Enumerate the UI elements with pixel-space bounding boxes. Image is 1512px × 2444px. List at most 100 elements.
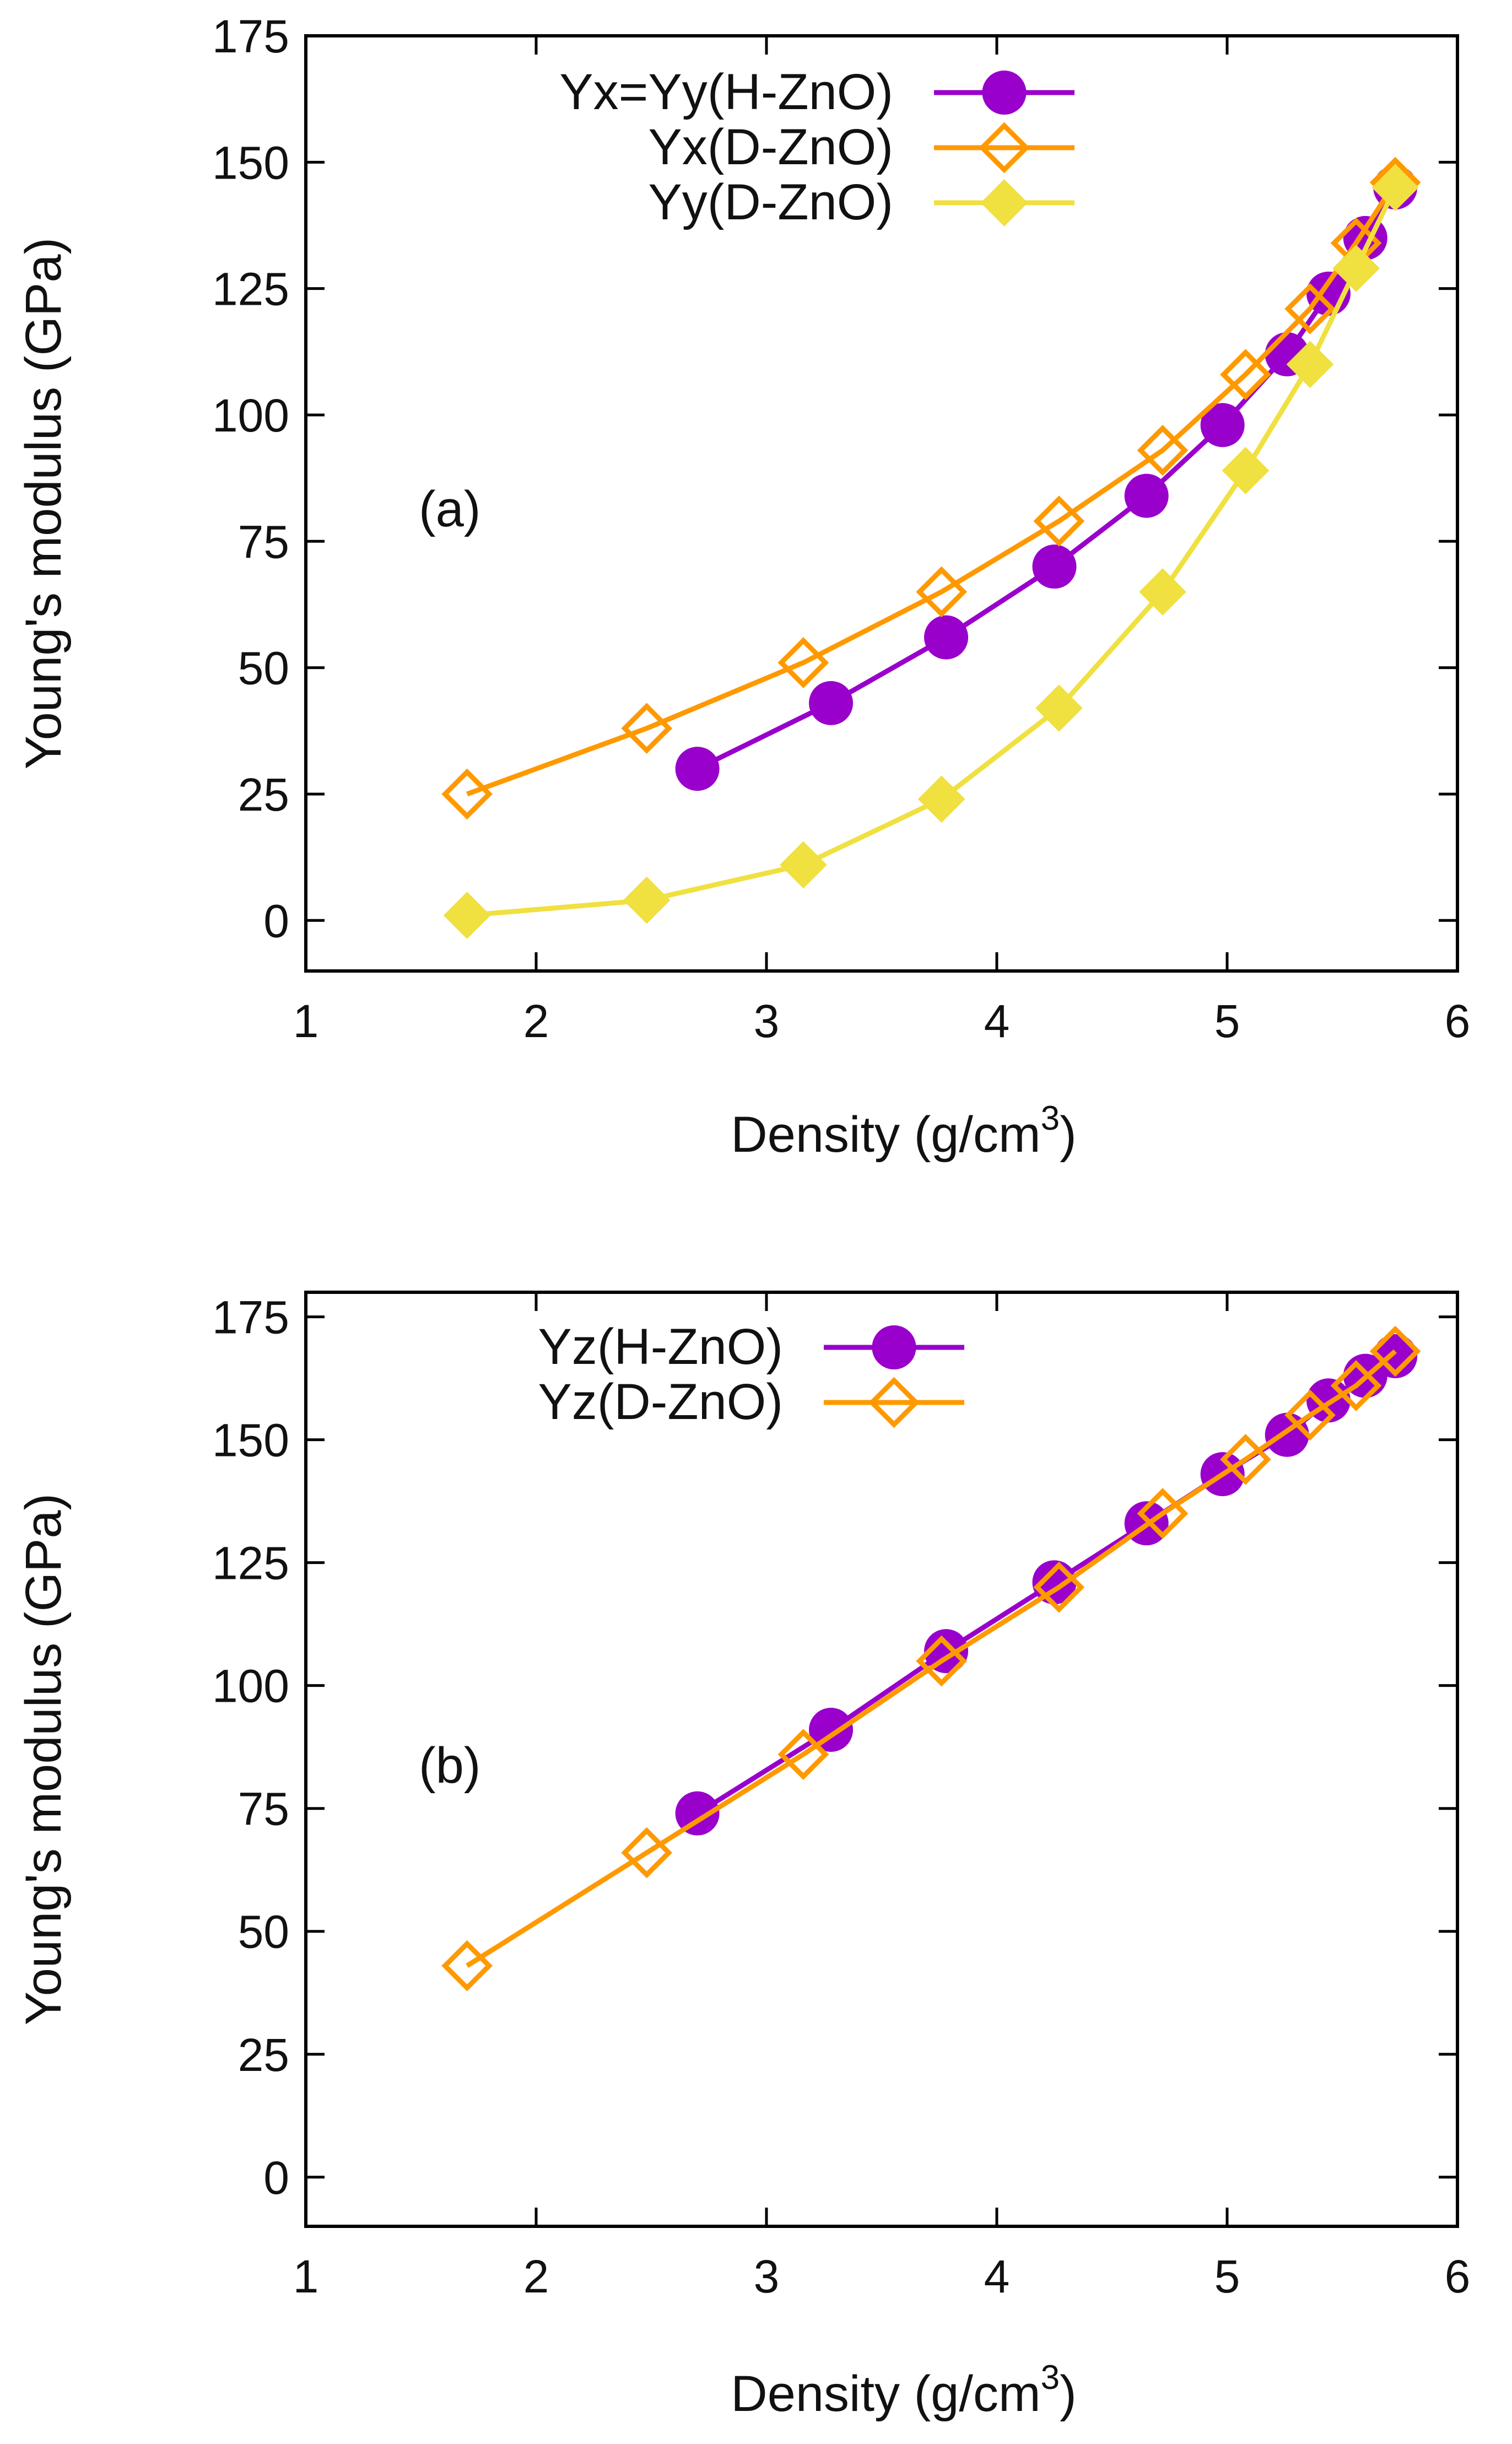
panel-0-series-2 [443,164,1419,939]
panel-0-series-1-point-4 [1033,495,1085,547]
panel-1-xtick-label-3: 4 [984,2251,1010,2302]
panel-0-series-1-point-1 [621,703,673,754]
panel-1-xtick-label-1: 2 [523,2251,549,2302]
panel-0-series-0-point-3 [1032,544,1077,589]
panel-1-ytick-label-1: 25 [238,2029,289,2081]
panel-1-plot-frame [304,1291,1459,2228]
panel-1-series-1-point-5 [1137,1488,1189,1539]
panel-0-legend-label-0: Yx=Yy(H-ZnO) [559,64,893,120]
panel-0-series-2-point-4 [1035,684,1083,732]
panel-0-series-0-point-0 [675,747,720,791]
panel-0-series-0-point-2 [924,615,969,660]
panel-1-series-0-point-9 [1373,1334,1418,1378]
panel-0-legend-label-2: Yy(D-ZnO) [648,174,893,230]
panel-1-series-0-point-0 [675,1791,720,1836]
panel-0-ytick-label-0: 0 [263,895,289,947]
panel-0-ytick-label-1: 25 [238,769,289,821]
panel-0-series-2-point-2 [780,841,827,889]
panel-1-x-axis-label-end: ) [1060,2366,1077,2422]
panel-1-x-axis-label-main: Density (g/cm [731,2366,1040,2422]
panel-0-series-1-line [466,181,1397,797]
panel-0-series-1-point-3 [916,566,968,618]
panel-0-xtick-label-5: 6 [1445,995,1471,1047]
panel-0-series-legend-0-point-0 [982,71,1027,115]
panel-1-xtick-label-0: 1 [293,2251,319,2302]
panel-0-series-1-point-0 [441,768,493,820]
chart-panel-1: 0 25 50 75 100 125 150 175 1 2 3 4 5 6 Density (g/cm3)… [15,1291,1471,2422]
panel-0-series-2-point-5 [1139,568,1186,616]
panel-1-series-1 [441,1325,1421,1992]
panel-0-series-1-point-2 [777,637,829,688]
panel-1-series-1-point-1 [621,1827,673,1879]
panel-0-series-1-point-7 [1284,283,1336,335]
panel-1-ytick-label-4: 100 [212,1660,289,1712]
panel-1-ytick-label-7: 175 [212,1292,289,1344]
panel-0-series-2-point-7 [1286,341,1334,389]
panel-1-xtick-label-4: 5 [1214,2251,1240,2302]
panel-0-series-0-point-1 [809,681,854,725]
panel-1-series-1-point-0 [441,1940,493,1992]
panel-0-ytick-label-4: 100 [212,390,289,441]
panel-1-series-1-line [466,1349,1397,1968]
panel-1-series-0-point-2 [924,1629,969,1674]
panel-0-series-1-point-5 [1137,424,1189,476]
panel-1-tag: (b) [419,1738,480,1794]
panel-1-ytick-label-6: 150 [212,1415,289,1466]
panel-1-x-axis-label: Density (g/cm3) [731,2359,1076,2422]
panel-0-xtick-label-3: 4 [984,995,1010,1047]
panel-0-ytick-label-6: 150 [212,137,289,188]
panel-0-series-2-point-9 [1371,164,1419,212]
panel-1-series-1-point-7 [1284,1389,1336,1441]
panel-0-plot-frame [304,34,1459,973]
panel-0-series-2-point-6 [1222,447,1270,494]
panel-1-series-1-point-6 [1220,1433,1271,1485]
panel-0-series-2-line [467,186,1398,918]
panel-0-y-axis-label: Young's modulus (GPa) [15,238,72,769]
panel-1-series-legend-0-point-0 [872,1325,916,1369]
panel-0-series-legend-1-point-0 [979,122,1030,174]
panel-0-series-2-point-3 [917,775,965,823]
panel-0-series-2-point-1 [623,876,671,924]
panel-0-tag: (a) [419,481,480,537]
panel-1-legend-label-1: Yz(D-ZnO) [538,1374,783,1430]
panel-1-series-legend-1-point-0 [868,1377,920,1428]
panel-0-series-0-point-5 [1200,403,1245,447]
panel-0-xtick-label-4: 5 [1214,995,1240,1047]
panel-1-ytick-label-2: 50 [238,1906,289,1958]
panel-1-legend-label-0: Yz(H-ZnO) [538,1319,783,1375]
panel-0-legend-label-1: Yx(D-ZnO) [648,119,893,175]
panel-0-series-1-point-6 [1220,349,1271,400]
panel-1-ytick-label-3: 75 [238,1783,289,1835]
panel-0-x-axis-label-sup: 3 [1041,1099,1060,1137]
panel-1-series-1-point-9 [1369,1325,1421,1377]
panel-0-series-2-point-8 [1332,245,1380,292]
panel-0-legend: Yx=Yy(H-ZnO)Yx(D-ZnO)Yy(D-ZnO) [559,64,1074,230]
panel-0-x-axis-label: Density (g/cm3) [731,1099,1076,1163]
panel-0-series-1 [441,157,1421,820]
panel-0-xtick-label-1: 2 [523,995,549,1047]
panel-1-series-1-point-3 [916,1635,968,1687]
panel-0-ytick-label-5: 125 [212,263,289,315]
panel-0-x-axis-label-end: ) [1060,1107,1077,1163]
panel-0-xtick-label-0: 1 [293,995,319,1047]
panel-0-ytick-label-7: 175 [212,10,289,62]
panel-0-ytick-label-2: 50 [238,643,289,694]
panel-0-series-0 [675,165,1418,791]
panel-0-series-0-point-4 [1124,473,1169,518]
panel-1-series-1-point-8 [1330,1360,1382,1411]
panel-0-ytick-label-3: 75 [238,516,289,568]
panel-1-ytick-label-0: 0 [263,2152,289,2204]
panel-0-series-legend-2-point-0 [980,179,1028,226]
panel-1-series-1-point-4 [1033,1561,1085,1613]
panel-0-x-axis-label-main: Density (g/cm [731,1107,1040,1163]
panel-1-series-1-point-2 [777,1729,829,1780]
panel-1-legend: Yz(H-ZnO)Yz(D-ZnO) [538,1319,964,1430]
panel-1-ytick-label-5: 125 [212,1537,289,1589]
panel-1-y-axis-label: Young's modulus (GPa) [15,1493,72,2025]
panel-1-xtick-label-5: 6 [1445,2251,1471,2302]
panel-0-xtick-label-2: 3 [754,995,780,1047]
panel-1-xtick-label-2: 3 [754,2251,780,2302]
panel-0-series-2-point-0 [443,892,491,939]
